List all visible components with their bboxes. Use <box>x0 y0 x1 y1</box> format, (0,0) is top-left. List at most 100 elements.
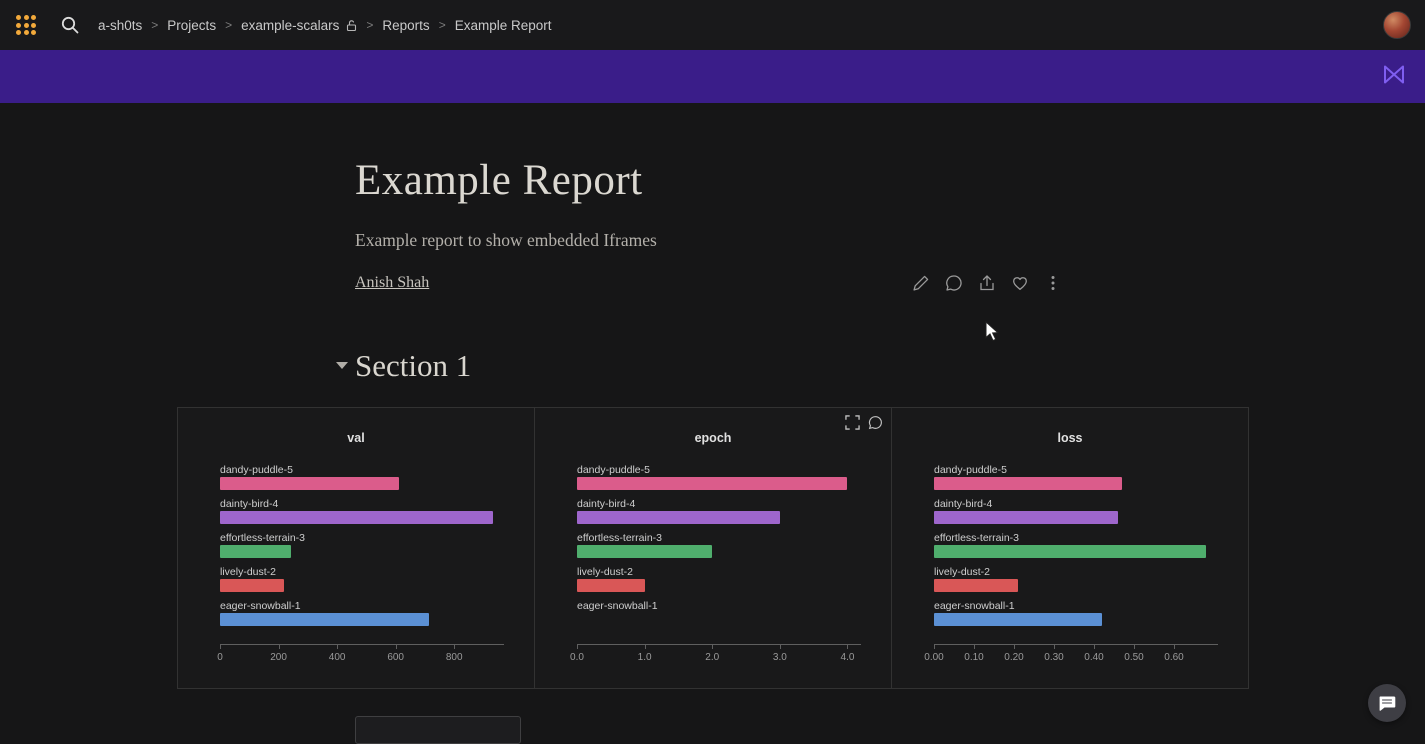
x-tick-label: 0 <box>217 652 223 663</box>
run-bar <box>577 545 713 558</box>
x-tick-label: 600 <box>387 652 404 663</box>
x-tick-label: 0.20 <box>1004 652 1024 663</box>
bar-rows: dandy-puddle-5 dainty-bird-4 effortless-te… <box>178 446 534 626</box>
run-label: dandy-puddle-5 <box>220 464 293 476</box>
panel-hover-actions <box>845 415 883 430</box>
run-row: effortless-terrain-3 <box>577 531 861 558</box>
x-tick-label: 0.60 <box>1164 652 1184 663</box>
run-row: dandy-puddle-5 <box>934 463 1218 490</box>
breadcrumb-separator: > <box>438 18 446 32</box>
x-tick-label: 0.30 <box>1044 652 1064 663</box>
run-bar <box>934 579 1018 592</box>
search-icon[interactable] <box>60 15 80 35</box>
run-label: effortless-terrain-3 <box>934 532 1020 544</box>
run-label: effortless-terrain-3 <box>220 532 306 544</box>
run-label: dainty-bird-4 <box>934 498 993 510</box>
top-navbar: a-sh0ts > Projects > example-scalars > R… <box>0 0 1425 50</box>
chat-launcher-button[interactable] <box>1368 684 1406 722</box>
wandb-dots-logo[interactable] <box>16 15 36 35</box>
run-label: dainty-bird-4 <box>220 498 279 510</box>
report-subtitle: Example report to show embedded Iframes <box>355 230 657 250</box>
x-tick-label: 0.40 <box>1084 652 1104 663</box>
run-bar <box>934 477 1122 490</box>
panel-title: epoch <box>694 431 732 445</box>
bar-rows: dandy-puddle-5 dainty-bird-4 effortless-te… <box>892 446 1248 626</box>
run-label: lively-dust-2 <box>577 566 634 578</box>
x-tick-label: 2.0 <box>705 652 720 663</box>
chart-panel-loss[interactable]: loss dandy-puddle-5 dainty-bird-4 effortles… <box>892 408 1248 688</box>
breadcrumb-projects[interactable]: Projects <box>167 17 217 33</box>
run-row: dainty-bird-4 <box>577 497 861 524</box>
wandb-bowtie-icon[interactable] <box>1379 61 1409 92</box>
bar-rows: dandy-puddle-5 dainty-bird-4 effortless-te… <box>535 446 891 626</box>
section-collapse-caret[interactable] <box>336 362 348 369</box>
x-tick-label: 800 <box>445 652 463 663</box>
report-title: Example Report <box>355 157 643 204</box>
run-label: eager-snowball-1 <box>220 600 301 612</box>
run-row: lively-dust-2 <box>220 565 504 592</box>
chart-panel-epoch[interactable]: epoch dandy-puddle-5 dainty-bird-4 effortle… <box>535 408 892 688</box>
run-row: effortless-terrain-3 <box>934 531 1218 558</box>
panel-comment-icon[interactable] <box>868 415 883 430</box>
run-label: dandy-puddle-5 <box>934 464 1007 476</box>
share-icon[interactable] <box>978 274 996 292</box>
user-avatar[interactable] <box>1383 11 1411 39</box>
breadcrumb-separator: > <box>151 18 159 32</box>
x-tick-label: 3.0 <box>772 652 787 663</box>
run-bar <box>934 511 1118 524</box>
panel-grid: val dandy-puddle-5 dainty-bird-4 effortless… <box>177 407 1249 689</box>
run-bar <box>577 579 645 592</box>
mouse-cursor <box>985 320 1001 347</box>
run-bar <box>577 477 848 490</box>
breadcrumb-report-name[interactable]: Example Report <box>454 17 552 33</box>
breadcrumb-separator: > <box>366 18 374 32</box>
run-bar <box>220 579 284 592</box>
chat-bubble-icon <box>1379 696 1396 711</box>
report-banner <box>0 50 1425 103</box>
unlock-icon <box>345 19 357 32</box>
run-label: dainty-bird-4 <box>577 498 636 510</box>
x-axis: 0.0 1.0 2.0 3.0 4.0 <box>570 644 861 674</box>
fullscreen-icon[interactable] <box>845 415 860 430</box>
run-row: lively-dust-2 <box>934 565 1218 592</box>
x-tick-label: 0.0 <box>570 652 584 663</box>
run-row: eager-snowball-1 <box>577 599 861 626</box>
chart-panel-val[interactable]: val dandy-puddle-5 dainty-bird-4 effortless… <box>178 408 535 688</box>
comment-icon[interactable] <box>945 274 963 292</box>
run-label: eager-snowball-1 <box>577 600 658 612</box>
run-row: dainty-bird-4 <box>220 497 504 524</box>
run-bar <box>220 511 493 524</box>
panel-title: val <box>347 431 365 445</box>
run-row: effortless-terrain-3 <box>220 531 504 558</box>
report-action-bar <box>912 274 1062 292</box>
report-author-link[interactable]: Anish Shah <box>355 274 430 291</box>
x-tick-label: 1.0 <box>637 652 652 663</box>
run-row: eager-snowball-1 <box>934 599 1218 626</box>
x-tick-label: 0.10 <box>964 652 984 663</box>
run-bar <box>577 511 780 524</box>
kebab-menu-icon[interactable] <box>1044 274 1062 292</box>
x-tick-label: 0.00 <box>924 652 944 663</box>
partially-visible-button[interactable] <box>355 716 521 744</box>
x-tick-label: 200 <box>270 652 287 663</box>
run-label: lively-dust-2 <box>220 566 277 578</box>
heart-icon[interactable] <box>1011 274 1029 292</box>
panel-title: loss <box>1057 431 1083 445</box>
run-label: effortless-terrain-3 <box>577 532 663 544</box>
run-bar <box>934 545 1206 558</box>
breadcrumb-separator: > <box>225 18 233 32</box>
breadcrumb-project-name[interactable]: example-scalars <box>241 17 340 33</box>
run-label: dandy-puddle-5 <box>577 464 650 476</box>
run-label: lively-dust-2 <box>934 566 991 578</box>
run-bar <box>220 477 400 490</box>
x-axis: 0 200 400 600 800 <box>217 644 504 674</box>
x-tick-label: 400 <box>328 652 346 663</box>
section-title: Section 1 <box>355 348 472 383</box>
x-tick-label: 0.50 <box>1124 652 1144 663</box>
edit-pencil-icon[interactable] <box>912 274 930 292</box>
breadcrumb-entity[interactable]: a-sh0ts <box>98 17 143 33</box>
x-tick-label: 4.0 <box>840 652 855 663</box>
breadcrumb-reports[interactable]: Reports <box>382 17 430 33</box>
run-row: dainty-bird-4 <box>934 497 1218 524</box>
breadcrumb: a-sh0ts > Projects > example-scalars > R… <box>98 18 552 33</box>
